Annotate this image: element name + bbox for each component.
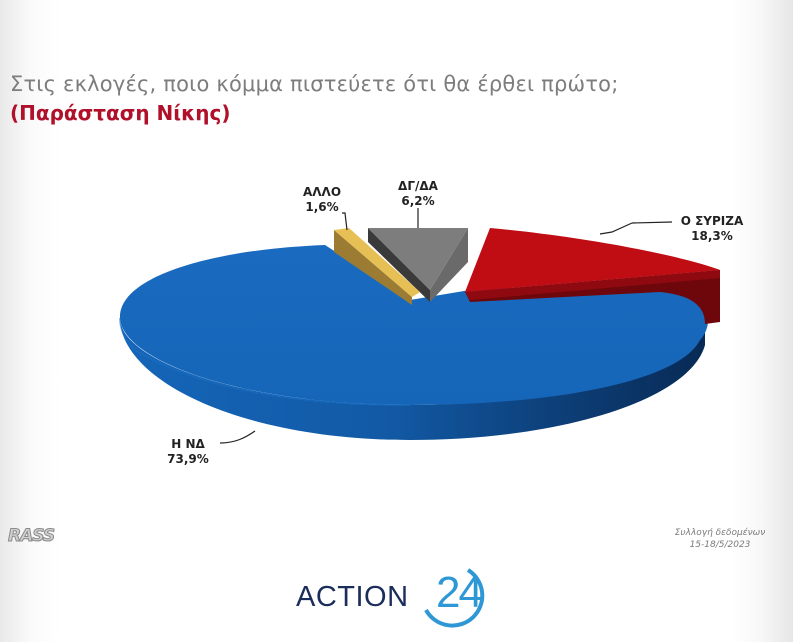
chart-title: Στις εκλογές, ποιο κόμμα πιστεύετε ότι θ… [10,72,619,96]
logo-ring-icon [424,568,485,628]
data-collection-note: Συλλογή δεδομένων 15-18/5/2023 [674,528,766,550]
action24-logo: ACTION 24 [296,560,496,630]
label-syriza: Ο ΣΥΡΙΖΑ 18,3% [680,214,744,243]
leader-line-syriza [599,221,673,235]
leader-line-nd [219,430,256,444]
label-nd: Η ΝΔ 73,9% [167,437,209,466]
slice-dgda [368,228,468,302]
leader-line-allo [342,212,348,231]
slice-nd [119,245,709,440]
chart-subtitle: (Παράσταση Νίκης) [10,101,231,125]
logo-brand-text: ACTION [296,581,409,613]
slice-syriza [465,228,720,324]
slice-allo [334,228,420,305]
label-dgda: ΔΓ/ΔΑ 6,2% [398,179,438,208]
logo-brand-number: 24 [436,568,483,617]
label-allo: ΑΛΛΟ 1,6% [302,185,342,214]
rass-logo: RASS [7,526,55,547]
